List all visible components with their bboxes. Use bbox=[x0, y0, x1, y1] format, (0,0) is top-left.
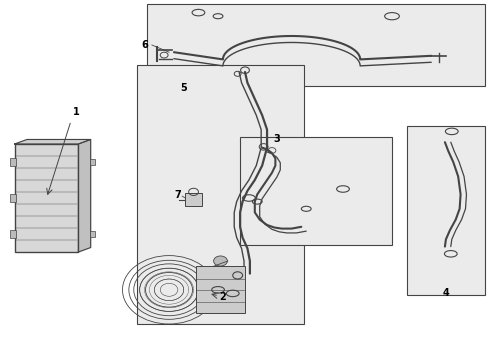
Bar bbox=[185, 193, 202, 206]
Polygon shape bbox=[78, 140, 91, 252]
Bar bbox=[15, 144, 78, 252]
Bar bbox=[10, 158, 16, 166]
Bar bbox=[147, 4, 485, 86]
Bar bbox=[90, 231, 95, 237]
Polygon shape bbox=[15, 140, 91, 144]
Text: 7: 7 bbox=[174, 190, 181, 200]
Text: 4: 4 bbox=[442, 288, 449, 298]
Text: 2: 2 bbox=[220, 292, 226, 302]
Text: 5: 5 bbox=[180, 83, 187, 93]
Bar bbox=[10, 194, 16, 202]
Text: 3: 3 bbox=[273, 134, 280, 144]
Bar bbox=[407, 126, 485, 295]
Circle shape bbox=[214, 256, 227, 266]
Bar bbox=[240, 137, 392, 245]
Bar bbox=[196, 266, 245, 313]
Text: 1: 1 bbox=[73, 107, 79, 117]
Bar bbox=[90, 159, 95, 165]
Bar bbox=[10, 230, 16, 238]
Bar bbox=[137, 65, 304, 324]
Text: 6: 6 bbox=[141, 40, 148, 50]
